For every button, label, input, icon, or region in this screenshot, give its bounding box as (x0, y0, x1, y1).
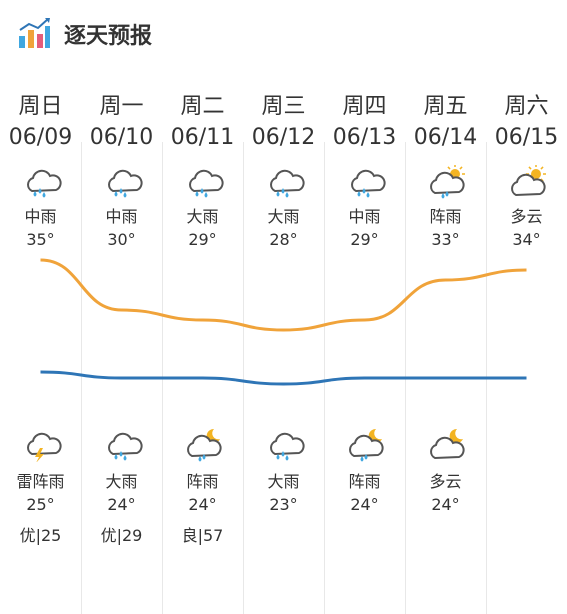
night-low-temp: 24° (350, 495, 379, 514)
day-high-temp: 34° (512, 230, 541, 249)
date-label: 06/10 (89, 125, 154, 150)
moon-cloud-icon (430, 428, 465, 460)
column-divider (324, 142, 325, 614)
date-label: 06/09 (8, 125, 73, 150)
aqi-label: 良|57 (181, 526, 224, 545)
night-condition: 阵雨 (348, 472, 381, 491)
forecast-day-5: 周五 06/14 阵雨 33° 多云 24° (405, 70, 486, 556)
column-divider (243, 142, 244, 614)
day-high-temp: 28° (269, 230, 298, 249)
sun-cloud-icon (511, 165, 546, 197)
forecast-day-0: 周日 06/09 中雨 35° 雷阵雨 25° 优|25 (0, 70, 81, 556)
night-low-temp: 25° (26, 495, 55, 514)
rain-cloud-icon (27, 169, 62, 198)
date-label: 06/13 (332, 125, 397, 150)
date-label: 06/15 (494, 125, 559, 150)
date-label: 06/12 (251, 125, 316, 150)
day-high-temp: 33° (431, 230, 460, 249)
sun-shower-icon (430, 165, 465, 199)
day-condition: 大雨 (186, 207, 219, 226)
header: 逐天预报 (0, 0, 567, 60)
day-high-temp: 29° (350, 230, 379, 249)
rain-cloud-icon (351, 169, 386, 198)
night-low-temp: 24° (188, 495, 217, 514)
night-low-temp: 24° (431, 495, 460, 514)
day-condition: 中雨 (105, 207, 138, 226)
night-low-temp: 23° (269, 495, 298, 514)
day-condition: 中雨 (24, 207, 57, 226)
day-high-temp: 29° (188, 230, 217, 249)
weekday-label: 周日 (18, 94, 63, 119)
night-condition: 雷阵雨 (16, 472, 65, 491)
weekday-label: 周五 (423, 94, 468, 119)
rain-cloud-icon (270, 169, 305, 198)
rain-cloud-icon (270, 432, 305, 461)
forecast-day-3: 周三 06/12 大雨 28° 大雨 23° (243, 70, 324, 556)
night-condition: 阵雨 (186, 472, 219, 491)
moon-shower-icon (349, 428, 384, 462)
column-divider (81, 142, 82, 614)
day-condition: 中雨 (348, 207, 381, 226)
forecast-day-1: 周一 06/10 中雨 30° 大雨 24° 优|29 (81, 70, 162, 556)
date-label: 06/14 (413, 125, 478, 150)
day-condition: 多云 (510, 207, 543, 226)
weekday-label: 周四 (342, 94, 387, 119)
forecast-day-4: 周四 06/13 中雨 29° 阵雨 24° (324, 70, 405, 556)
trend-chart-icon (19, 18, 50, 48)
forecast-day-2: 周二 06/11 大雨 29° 阵雨 24° 良|57 (162, 70, 243, 556)
aqi-label: 优|29 (100, 526, 143, 545)
forecast-columns: 周日 06/09 中雨 35° 雷阵雨 25° 优|25 周一 06/10 中雨 30° 大雨 24° 优… (0, 70, 567, 614)
column-divider (405, 142, 406, 614)
weekday-label: 周六 (504, 94, 549, 119)
weekday-label: 周三 (261, 94, 306, 119)
weekday-label: 周一 (99, 94, 144, 119)
column-divider (162, 142, 163, 614)
rain-cloud-icon (108, 169, 143, 198)
night-low-temp: 24° (107, 495, 136, 514)
night-condition: 大雨 (105, 472, 138, 491)
aqi-label: 优|25 (19, 526, 62, 545)
forecast-day-6: 周六 06/15 多云 34° (486, 70, 567, 556)
day-condition: 大雨 (267, 207, 300, 226)
rain-cloud-icon (189, 169, 224, 198)
rain-cloud-icon (108, 432, 143, 461)
day-condition: 阵雨 (429, 207, 462, 226)
night-condition: 多云 (429, 472, 462, 491)
day-high-temp: 35° (26, 230, 55, 249)
day-high-temp: 30° (107, 230, 136, 249)
weekday-label: 周二 (180, 94, 225, 119)
moon-shower-icon (187, 428, 222, 462)
page-title: 逐天预报 (64, 24, 153, 49)
thunder-shower-icon (27, 432, 62, 462)
night-condition: 大雨 (267, 472, 300, 491)
column-divider (486, 142, 487, 614)
date-label: 06/11 (170, 125, 235, 150)
